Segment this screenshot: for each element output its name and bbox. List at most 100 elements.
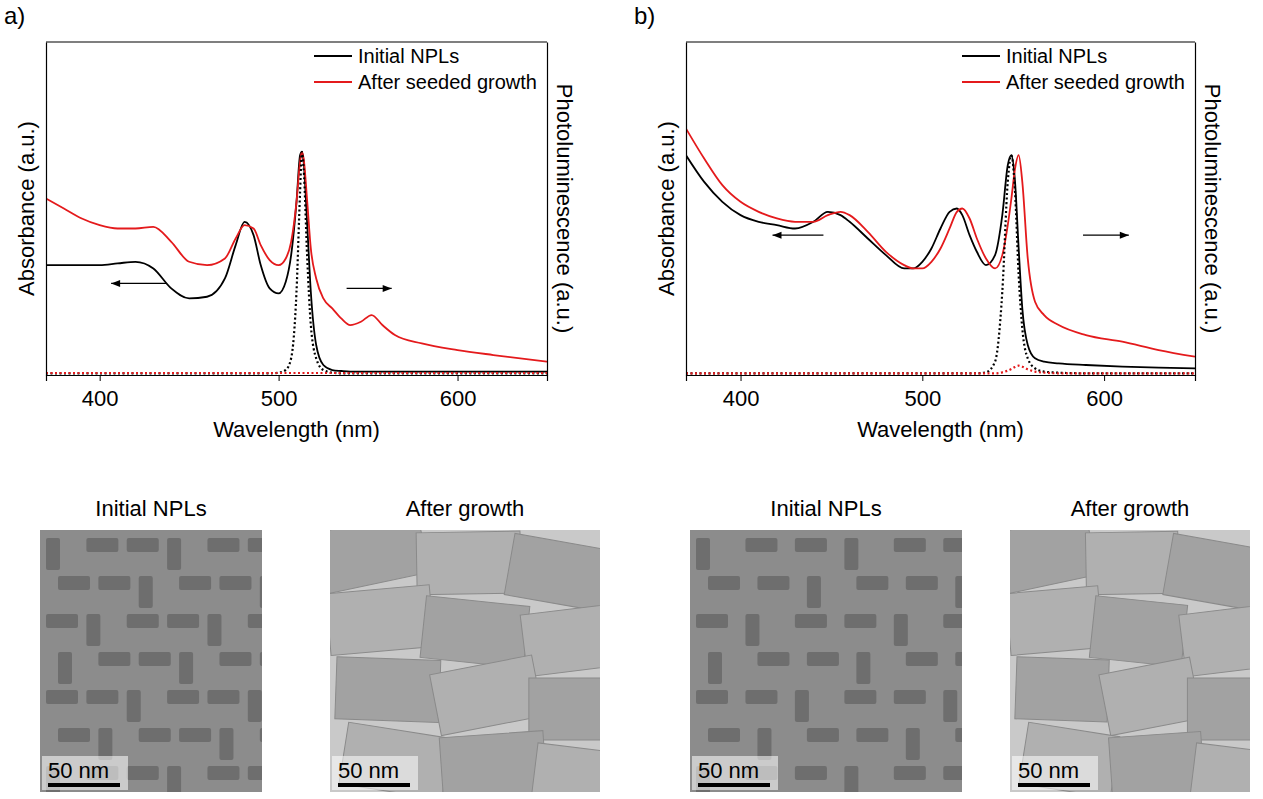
platelet: [179, 652, 193, 684]
arrow-head: [1120, 232, 1129, 239]
x-tick-label: 600: [440, 386, 477, 411]
platelet: [906, 576, 938, 590]
platelet: [58, 576, 90, 590]
image-background: [40, 530, 262, 792]
platelet: [179, 728, 211, 742]
platelet: [844, 538, 858, 570]
platelet: [943, 614, 962, 628]
image-content: [330, 530, 600, 792]
scale-bar-label: 50 nm: [338, 758, 399, 783]
x-axis-title: Wavelength (nm): [857, 417, 1024, 442]
x-axis-title: Wavelength (nm): [213, 417, 380, 442]
platelet: [207, 690, 239, 704]
platelet: [248, 538, 262, 552]
x-tick-label: 500: [261, 386, 298, 411]
y2-axis: [547, 43, 548, 376]
arrow: [1083, 232, 1129, 239]
platelet: [167, 538, 181, 570]
x-tick-label: 600: [1086, 386, 1123, 411]
x-tick: 500: [261, 375, 298, 411]
pl-line: [46, 372, 547, 374]
absorbance-line: [686, 155, 1195, 368]
platelet: [795, 766, 827, 780]
sheet: [1109, 731, 1205, 792]
arrow-head: [111, 280, 120, 287]
sheet: [1189, 743, 1250, 792]
platelet: [894, 538, 926, 552]
x-tick-mark: [1104, 375, 1105, 381]
scale-bar: [338, 783, 410, 787]
sheet: [1163, 533, 1250, 610]
scale-bar-background: [1012, 756, 1098, 790]
sheet: [530, 743, 600, 792]
sheet: [1010, 586, 1103, 656]
platelet: [207, 614, 221, 646]
platelet: [58, 728, 90, 742]
platelet: [207, 538, 239, 552]
x-tick-mark: [100, 375, 101, 381]
platelet: [856, 728, 888, 742]
platelet: [906, 652, 938, 666]
panel: a)400500600Wavelength (nm)Absorbance (a.…: [4, 2, 577, 442]
y2-axis-line: [1195, 43, 1196, 376]
frame-top: [686, 41, 1195, 42]
y-axis-title: Absorbance (a.u.): [14, 121, 39, 296]
y-axis-line: [46, 43, 47, 376]
platelet: [708, 652, 722, 684]
legend-label: Initial NPLs: [358, 45, 459, 67]
platelet: [260, 728, 262, 742]
sheet: [430, 655, 544, 736]
platelet: [219, 728, 233, 760]
tem-image: Initial NPLs50 nm: [690, 496, 987, 798]
plot-area: [686, 129, 1195, 374]
platelet: [46, 690, 78, 704]
platelet: [98, 576, 130, 590]
image-content: [1010, 530, 1250, 792]
sheet: [335, 657, 441, 723]
x-tick: 600: [440, 375, 477, 411]
platelet: [894, 766, 926, 780]
platelet: [179, 576, 211, 590]
y-axis: [686, 43, 687, 376]
x-axis: 400500600: [687, 375, 1196, 411]
platelet: [167, 614, 199, 628]
platelet: [745, 538, 777, 552]
absorbance-line: [686, 129, 1195, 357]
platelet: [943, 766, 962, 780]
arrow: [773, 232, 824, 239]
sheet: [1089, 596, 1187, 667]
absorbance-line: [46, 152, 547, 362]
platelet: [127, 538, 159, 552]
platelet: [844, 690, 876, 704]
arrow-head: [383, 285, 392, 292]
platelet: [856, 576, 888, 590]
platelet: [207, 766, 239, 780]
platelet: [127, 766, 159, 780]
y-axis-title: Absorbance (a.u.): [654, 121, 679, 296]
x-tick-label: 500: [904, 386, 941, 411]
x-tick: 600: [1086, 375, 1123, 411]
tem-image: After growth50 nm: [315, 496, 641, 799]
sheet: [420, 596, 530, 669]
scale-bar: [48, 783, 120, 787]
platelet: [943, 690, 957, 722]
platelet: [696, 614, 728, 628]
platelet: [219, 652, 251, 666]
pl-line: [686, 366, 1195, 374]
scale-bar-background: [42, 756, 128, 790]
platelet: [58, 652, 72, 684]
absorbance-line: [46, 152, 547, 372]
platelet: [795, 614, 827, 628]
platelet: [98, 652, 130, 666]
image-title: Initial NPLs: [95, 496, 206, 521]
platelet: [696, 690, 728, 704]
x-tick: 400: [82, 375, 119, 411]
panel-label: b): [634, 2, 655, 29]
image-title: Initial NPLs: [770, 496, 881, 521]
platelet: [46, 614, 78, 628]
legend-swatch: [314, 55, 352, 57]
sheet: [1099, 657, 1201, 735]
legend-swatch: [962, 81, 1000, 83]
x-tick: 500: [904, 375, 941, 411]
arrow-head: [773, 232, 782, 239]
